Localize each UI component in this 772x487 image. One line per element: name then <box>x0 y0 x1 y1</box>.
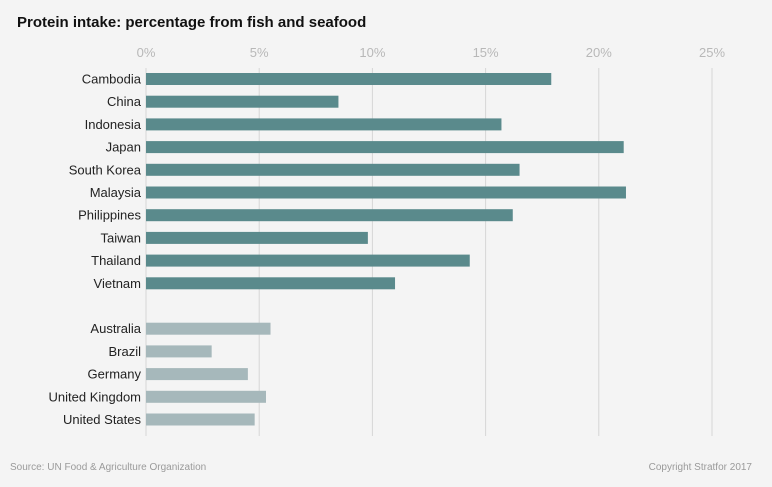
x-tick-label: 15% <box>473 45 499 60</box>
bar-china <box>146 95 339 108</box>
category-label: Australia <box>90 321 141 336</box>
category-label: Taiwan <box>101 230 141 245</box>
x-axis-ticks: 0% 5% 10% 15% 20% 25% <box>137 45 726 60</box>
bar-germany <box>146 368 248 381</box>
bar-malaysia <box>146 186 626 199</box>
bar-united-states <box>146 413 255 426</box>
bar-united-kingdom <box>146 390 266 403</box>
bar-taiwan <box>146 231 368 244</box>
x-tick-label: 0% <box>137 45 156 60</box>
chart-title: Protein intake: percentage from fish and… <box>17 14 367 31</box>
x-tick-label: 25% <box>699 45 725 60</box>
bar-indonesia <box>146 118 502 131</box>
bars <box>146 73 626 426</box>
category-label: Germany <box>88 367 142 382</box>
x-tick-label: 5% <box>250 45 269 60</box>
copyright-note: Copyright Stratfor 2017 <box>648 462 752 473</box>
source-note: Source: UN Food & Agriculture Organizati… <box>10 462 207 473</box>
category-labels: Cambodia China Indonesia Japan South Korea Ma… <box>49 72 142 428</box>
bar-vietnam <box>146 277 396 290</box>
category-label: Malaysia <box>90 185 142 200</box>
bar-philippines <box>146 209 513 222</box>
category-label: Thailand <box>91 253 141 268</box>
category-label: United Kingdom <box>49 389 142 404</box>
bar-thailand <box>146 254 470 267</box>
bar-brazil <box>146 345 212 358</box>
category-label: Cambodia <box>82 72 142 87</box>
category-label: China <box>107 94 142 109</box>
bar-south-korea <box>146 163 520 176</box>
category-label: United States <box>63 412 142 427</box>
bar-japan <box>146 141 624 154</box>
category-label: Indonesia <box>85 117 142 132</box>
category-label: Japan <box>106 140 141 155</box>
category-label: Philippines <box>78 208 141 223</box>
category-label: Vietnam <box>94 276 141 291</box>
bar-australia <box>146 322 271 335</box>
category-label: Brazil <box>108 344 141 359</box>
bar-cambodia <box>146 73 552 85</box>
x-tick-label: 10% <box>359 45 385 60</box>
category-label: South Korea <box>69 162 142 177</box>
x-tick-label: 20% <box>586 45 612 60</box>
